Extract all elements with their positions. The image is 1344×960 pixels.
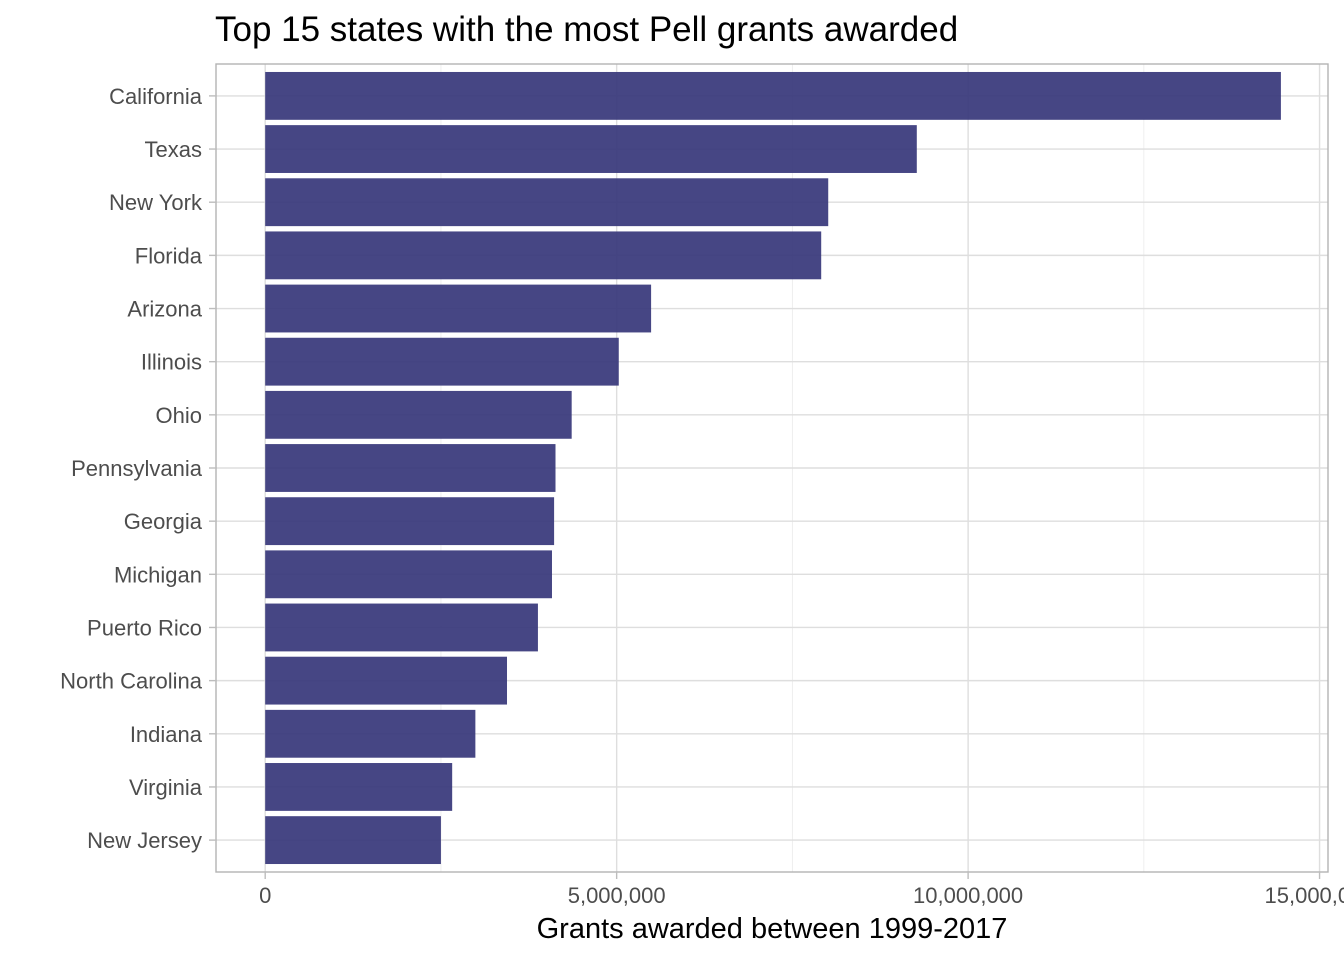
bar (265, 657, 507, 705)
y-tick-label: Illinois (141, 350, 202, 375)
y-tick-label: Florida (135, 243, 203, 268)
y-tick-label: California (109, 84, 203, 109)
bar (265, 338, 619, 386)
x-tick-label: 5,000,000 (568, 883, 666, 908)
bar (265, 497, 554, 545)
x-tick-label: 0 (259, 883, 271, 908)
bar (265, 444, 555, 492)
bar (265, 816, 441, 864)
bar (265, 285, 651, 333)
y-tick-label: Michigan (114, 562, 202, 587)
y-tick-label: New Jersey (87, 828, 202, 853)
y-tick-label: North Carolina (60, 669, 203, 694)
x-tick-label: 10,000,000 (913, 883, 1023, 908)
y-tick-label: Arizona (127, 297, 202, 322)
bar (265, 391, 571, 439)
chart-title: Top 15 states with the most Pell grants … (215, 10, 958, 49)
x-axis-labels: 0 5,000,000 10,000,000 15,000,000 (259, 883, 1344, 908)
y-tick-label: Virginia (129, 775, 203, 800)
bar (265, 710, 475, 758)
bar (265, 763, 452, 811)
bar (265, 604, 538, 652)
y-tick-label: Puerto Rico (87, 615, 202, 640)
bar (265, 231, 821, 279)
bar (265, 125, 917, 173)
y-tick-label: Texas (145, 137, 202, 162)
bar (265, 178, 828, 226)
y-tick-label: Indiana (130, 722, 203, 747)
bar (265, 72, 1281, 120)
y-tick-label: New York (109, 190, 203, 215)
y-tick-label: Georgia (124, 509, 203, 534)
x-axis-title: Grants awarded between 1999-2017 (537, 913, 1008, 945)
bar (265, 550, 552, 598)
x-tick-label: 15,000,000 (1265, 883, 1344, 908)
y-tick-label: Pennsylvania (71, 456, 203, 481)
y-tick-label: Ohio (156, 403, 202, 428)
y-axis-labels: California Texas New York Florida Arizona Ill… (60, 84, 203, 853)
